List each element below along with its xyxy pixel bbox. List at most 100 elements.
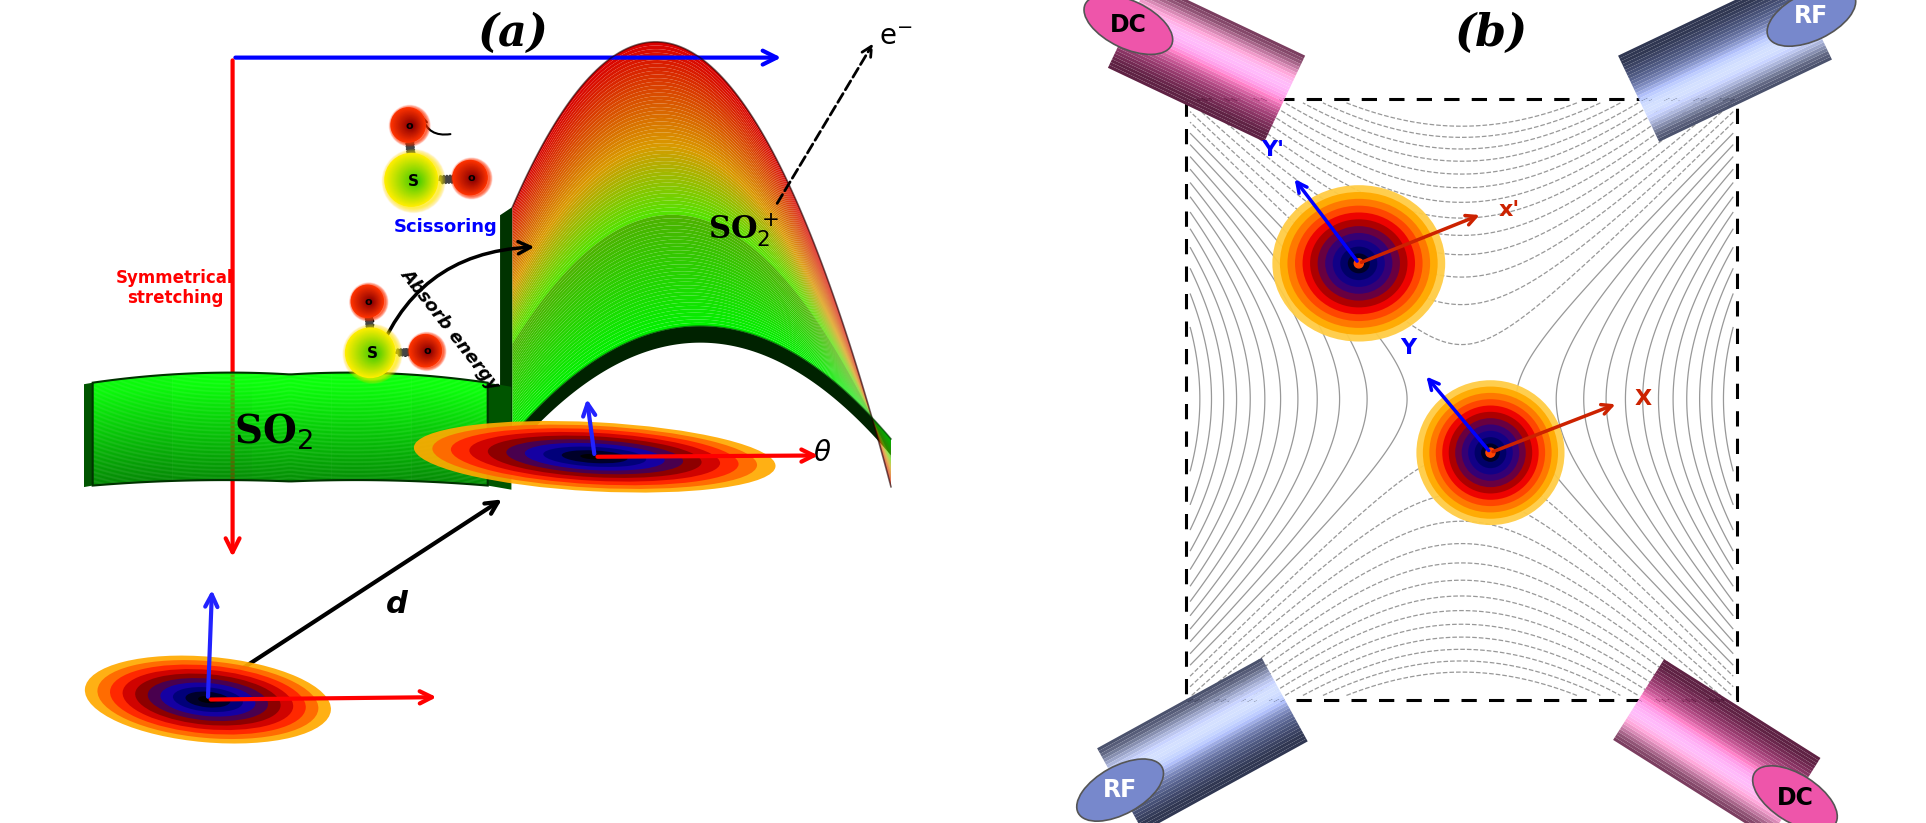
Polygon shape xyxy=(92,439,171,447)
Polygon shape xyxy=(171,393,252,396)
Polygon shape xyxy=(92,437,171,444)
Polygon shape xyxy=(171,414,252,417)
Ellipse shape xyxy=(418,342,435,360)
Polygon shape xyxy=(252,375,331,379)
Polygon shape xyxy=(412,476,487,481)
Polygon shape xyxy=(331,407,412,409)
Polygon shape xyxy=(1138,733,1304,823)
Ellipse shape xyxy=(1789,1,1834,32)
Polygon shape xyxy=(252,440,331,443)
Polygon shape xyxy=(92,467,487,474)
Ellipse shape xyxy=(352,285,385,319)
Polygon shape xyxy=(412,474,487,481)
Ellipse shape xyxy=(403,169,426,193)
Ellipse shape xyxy=(1117,17,1140,32)
Ellipse shape xyxy=(345,328,395,378)
Ellipse shape xyxy=(1084,764,1156,816)
Polygon shape xyxy=(1651,678,1809,779)
Ellipse shape xyxy=(1080,762,1159,818)
Ellipse shape xyxy=(352,286,383,317)
Polygon shape xyxy=(92,379,487,390)
Polygon shape xyxy=(512,96,892,478)
Polygon shape xyxy=(92,416,487,425)
Ellipse shape xyxy=(352,335,389,371)
Polygon shape xyxy=(331,382,412,385)
Polygon shape xyxy=(171,452,252,454)
Ellipse shape xyxy=(455,160,489,196)
Ellipse shape xyxy=(455,161,489,196)
Polygon shape xyxy=(331,414,412,417)
Polygon shape xyxy=(412,446,487,453)
Polygon shape xyxy=(1643,689,1801,790)
Polygon shape xyxy=(331,472,412,474)
Ellipse shape xyxy=(410,334,445,369)
Polygon shape xyxy=(1146,0,1304,62)
Polygon shape xyxy=(92,379,171,389)
Polygon shape xyxy=(1111,683,1277,776)
Polygon shape xyxy=(92,376,171,385)
Ellipse shape xyxy=(416,341,437,361)
Ellipse shape xyxy=(360,342,385,365)
Polygon shape xyxy=(92,398,171,407)
Ellipse shape xyxy=(410,335,441,367)
Polygon shape xyxy=(1622,723,1780,823)
Polygon shape xyxy=(512,190,892,463)
Polygon shape xyxy=(412,411,487,419)
Ellipse shape xyxy=(391,108,426,142)
Polygon shape xyxy=(1618,729,1776,823)
Polygon shape xyxy=(1631,2,1807,87)
Ellipse shape xyxy=(391,107,428,144)
Polygon shape xyxy=(1127,711,1292,804)
Text: DC: DC xyxy=(1776,786,1814,811)
Polygon shape xyxy=(512,57,892,485)
Ellipse shape xyxy=(1793,4,1830,29)
Ellipse shape xyxy=(1768,0,1857,46)
Polygon shape xyxy=(171,453,252,456)
Polygon shape xyxy=(331,378,412,381)
Polygon shape xyxy=(331,465,412,467)
Ellipse shape xyxy=(385,155,437,206)
Ellipse shape xyxy=(385,154,437,207)
Polygon shape xyxy=(92,458,171,465)
Ellipse shape xyxy=(414,179,418,184)
Ellipse shape xyxy=(1468,430,1512,475)
Ellipse shape xyxy=(418,342,435,360)
Polygon shape xyxy=(252,416,331,419)
Polygon shape xyxy=(171,479,252,481)
Polygon shape xyxy=(171,390,252,393)
Polygon shape xyxy=(92,433,487,442)
Polygon shape xyxy=(1121,36,1279,113)
Polygon shape xyxy=(92,404,171,412)
Polygon shape xyxy=(1639,16,1812,101)
Polygon shape xyxy=(1647,34,1820,119)
Polygon shape xyxy=(1106,672,1271,765)
Polygon shape xyxy=(92,437,487,446)
Polygon shape xyxy=(171,409,252,412)
Polygon shape xyxy=(252,437,331,440)
Polygon shape xyxy=(331,435,412,437)
Polygon shape xyxy=(252,405,331,408)
Polygon shape xyxy=(252,458,331,462)
Ellipse shape xyxy=(393,109,424,141)
Polygon shape xyxy=(92,392,171,401)
Polygon shape xyxy=(92,396,171,405)
Polygon shape xyxy=(512,299,892,444)
Ellipse shape xyxy=(1084,0,1173,54)
Polygon shape xyxy=(1637,700,1795,801)
Polygon shape xyxy=(412,452,487,458)
Polygon shape xyxy=(412,435,487,442)
Polygon shape xyxy=(331,471,412,473)
Ellipse shape xyxy=(1456,418,1525,487)
Polygon shape xyxy=(412,400,487,408)
Polygon shape xyxy=(412,387,487,396)
Ellipse shape xyxy=(1429,393,1552,513)
Polygon shape xyxy=(252,373,331,376)
Text: X: X xyxy=(1635,389,1653,409)
Text: o: o xyxy=(366,297,372,307)
Polygon shape xyxy=(171,439,252,442)
Polygon shape xyxy=(252,378,331,381)
Polygon shape xyxy=(331,413,412,416)
Ellipse shape xyxy=(470,432,720,481)
Polygon shape xyxy=(331,386,412,389)
Ellipse shape xyxy=(360,294,377,309)
